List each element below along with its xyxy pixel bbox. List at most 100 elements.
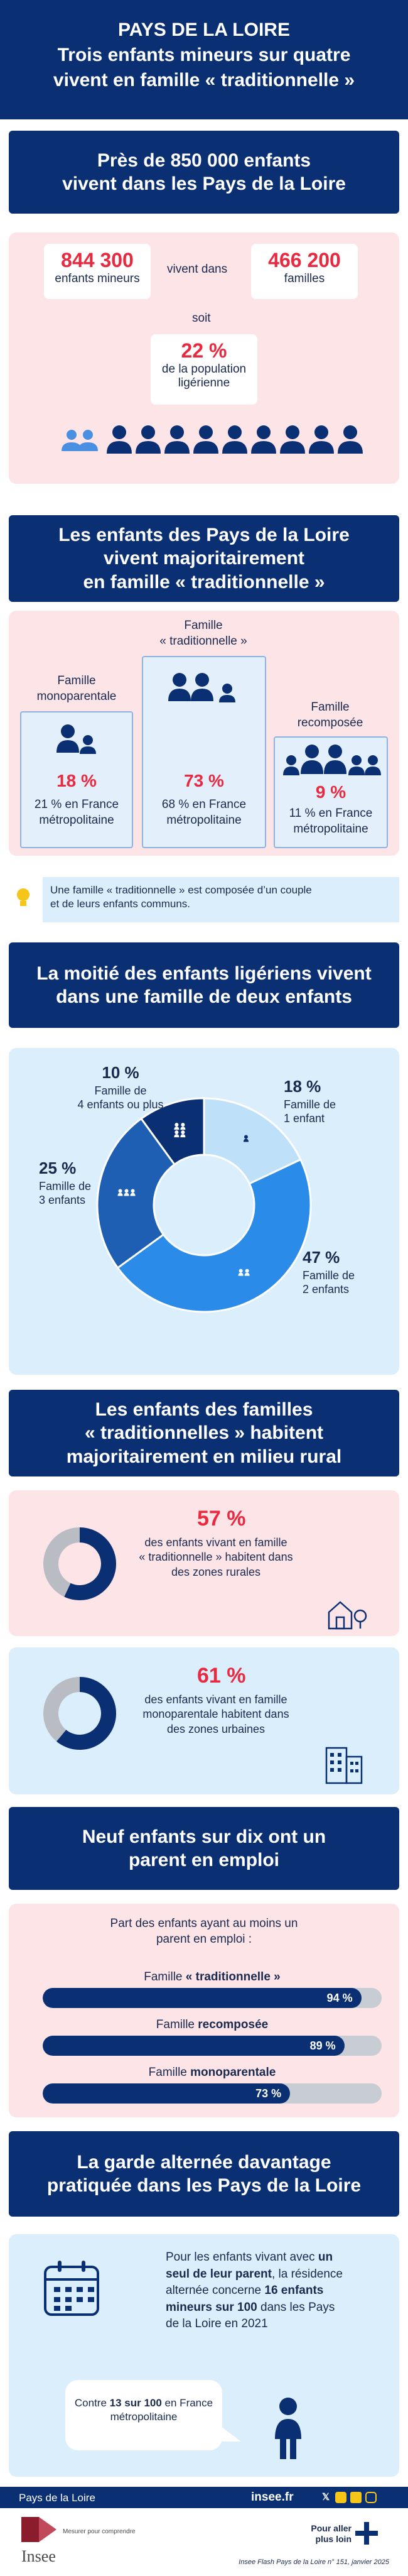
rural-text: des enfants vivant en famille « traditio… [134, 1536, 298, 1580]
donut-value-label-2: 47 % [303, 1248, 340, 1267]
section4-title-line1: Les enfants des familles [95, 1399, 313, 1420]
urban-card: 61 % des enfants vivant en famille monop… [9, 1647, 399, 1794]
instagram-icon[interactable] [365, 2492, 377, 2503]
definition-note: Une famille « traditionnelle » est compo… [9, 877, 399, 922]
section5-title-line2: parent en emploi [128, 1850, 280, 1870]
section6-header: La garde alternée davantage pratiquée da… [9, 2131, 399, 2217]
section5-header: Neuf enfants sur dix ont un parent en em… [9, 1807, 399, 1890]
section3-header: La moitié des enfants ligériens vivent d… [9, 942, 399, 1028]
families-value: 466 200 [268, 249, 341, 271]
more-line2: plus loin [315, 2533, 352, 2544]
mono-name-line2: monoparentale [36, 689, 117, 703]
social-icons: 𝕏 [320, 2492, 377, 2503]
children-value: 844 300 [61, 249, 134, 271]
custody-t2b: seul de leur parent [166, 2267, 272, 2281]
employment-bar-fill: 94 % [43, 1988, 362, 2008]
custody-t4: dans les Pays [257, 2300, 335, 2314]
employment-intro: Part des enfants ayant au moins un paren… [9, 1916, 399, 1947]
rural-pct: 57 % [197, 1507, 246, 1531]
trad-pct: 73 % [184, 771, 224, 790]
employment-bar-track: 89 % [43, 2036, 382, 2056]
trad-france-line1: 68 % en France [161, 798, 247, 811]
main-title-line2: vivent en famille « traditionnelle » [53, 70, 355, 90]
custody-card: Pour les enfants vivant avec un seul de … [9, 2234, 399, 2477]
trad-family-icon [168, 673, 235, 702]
mono-france-line1: 21 % en France [34, 798, 119, 811]
more-link[interactable]: Pour aller plus loin [295, 2523, 352, 2545]
definition-box: Une famille « traditionnelle » est compo… [43, 877, 399, 922]
recomp-name-line1: Famille [311, 701, 350, 714]
employment-bar-row: Famille « traditionnelle » 94 % [43, 1970, 382, 2008]
donut-category-label-2-2: 2 enfants [303, 1283, 349, 1296]
population-stat: 22 % de la population ligérienne [151, 334, 257, 405]
population-label-line2: ligérienne [178, 376, 230, 390]
rural-line3: des zones rurales [171, 1565, 261, 1578]
recomp-family-column: 9 % 11 % en France métropolitaine [274, 736, 388, 848]
footer-bar: Pays de la Loire insee.fr 𝕏 [0, 2487, 408, 2508]
custody-line5: de la Loire en 2021 [166, 2317, 268, 2331]
section4-title-line3: majoritairement en milieu rural [66, 1446, 342, 1467]
lightbulb-icon [17, 888, 30, 906]
mono-name-line1: Famille [57, 674, 96, 687]
x-icon[interactable]: 𝕏 [321, 2492, 330, 2502]
trad-family-column: 73 % 68 % en France métropolitaine [142, 656, 266, 848]
mono-france-line2: métropolitaine [39, 813, 114, 827]
child-icon [275, 2398, 301, 2459]
donut-value-label-4: 10 % [102, 1063, 139, 1082]
rural-line1: des enfants vivant en famille [144, 1536, 287, 1549]
plus-icon[interactable] [355, 2522, 378, 2545]
employment-intro-line2: parent en emploi : [156, 1932, 252, 1946]
urban-line1: des enfants vivant en famille [144, 1693, 287, 1706]
section3-title-line2: dans une famille de deux enfants [56, 986, 352, 1007]
children-label: enfants mineurs [55, 272, 140, 285]
top-banner [0, 0, 408, 119]
slice-icon-3 [117, 1189, 136, 1196]
rural-line2: « traditionnelle » habitent dans [139, 1551, 293, 1564]
france-post: en France [161, 2397, 213, 2409]
donut-category-label-3-2: 3 enfants [39, 1194, 85, 1206]
employment-card: Part des enfants ayant au moins un paren… [9, 1904, 399, 2117]
urban-line2: monoparentale habitent dans [142, 1708, 289, 1721]
urban-pct: 61 % [197, 1664, 246, 1688]
urban-line3: des zones urbaines [166, 1722, 266, 1735]
person-icon-highlight [62, 430, 98, 451]
donut-slice-2 [116, 1158, 312, 1313]
section2-title-line2: vivent majoritairement [103, 548, 305, 569]
youtube-icon[interactable] [335, 2492, 346, 2503]
donut-category-label-1-1: Famille de [284, 1098, 336, 1111]
trad-name-line2: « traditionnelle » [159, 634, 247, 648]
linkedin-icon[interactable] [350, 2492, 362, 2503]
section3-card: 18 % Famille de 1 enfant 47 % Famille de 2 en… [9, 1048, 399, 1375]
france-bubble-line2: métropolitaine [110, 2411, 178, 2423]
population-value: 22 % [181, 339, 227, 362]
recomp-france-line2: métropolitaine [293, 822, 368, 836]
donut-slice-3 [96, 1117, 176, 1270]
custody-t4b: mineurs sur 100 [166, 2300, 257, 2314]
donut-slice-4 [139, 1097, 205, 1166]
section4-header: Les enfants des familles « traditionnell… [9, 1390, 399, 1476]
donut-category-label-1-2: 1 enfant [284, 1112, 325, 1125]
donut-category-label-4-2: 4 enfants ou plus [77, 1098, 163, 1111]
section6-title-line2: pratiquée dans les Pays de la Loire [46, 2175, 362, 2196]
section1-title-line2: vivent dans les Pays de la Loire [62, 173, 346, 194]
section6-title-line1: La garde alternée davantage [77, 2151, 331, 2173]
definition-line2: et de leurs enfants communs. [50, 898, 191, 910]
custody-line2: seul de leur parent, la résidence [166, 2266, 392, 2283]
insee-wordmark: Insee [21, 2547, 56, 2565]
section1-title-line1: Près de 850 000 enfants [97, 150, 311, 171]
donut-category-label-2-1: Famille de [303, 1269, 355, 1282]
recomp-family-name: Famille recomposée [274, 700, 387, 731]
donut-category-label-3-1: Famille de [39, 1180, 91, 1192]
section2-title-line3: en famille « traditionnelle » [83, 571, 325, 592]
mono-pct: 18 % [56, 771, 97, 790]
soit-text: soit [192, 312, 211, 325]
urban-text: des enfants vivant en famille monoparent… [134, 1693, 298, 1737]
urban-ring-chart [43, 1677, 117, 1750]
employment-bar-row: Famille monoparentale 73 % [43, 2066, 382, 2104]
trad-name-line1: Famille [184, 619, 223, 632]
section5-title-line1: Neuf enfants sur dix ont un [82, 1826, 326, 1847]
section4-title-line2: « traditionnelles » habitent [84, 1422, 324, 1444]
recomp-family-icon [283, 745, 381, 775]
employment-bar-label: Famille recomposée [156, 2018, 269, 2031]
footer-site-link[interactable]: insee.fr [251, 2491, 294, 2504]
